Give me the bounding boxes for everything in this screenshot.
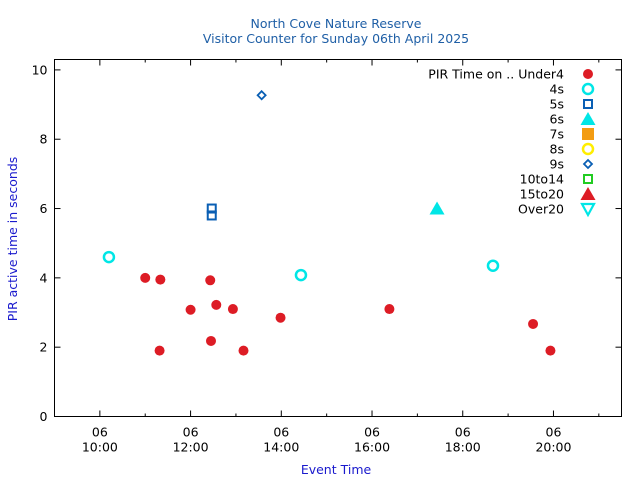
x-tick-label-time: 16:00 xyxy=(354,440,390,455)
legend-marker xyxy=(580,187,596,200)
x-tick-label-time: 14:00 xyxy=(263,440,299,455)
legend-label: PIR Time on .. Under4 xyxy=(428,67,564,82)
data-point xyxy=(429,201,445,215)
chart-subtitle: Visitor Counter for Sunday 06th April 20… xyxy=(203,31,469,46)
legend-label: 8s xyxy=(550,142,564,157)
data-point xyxy=(384,304,395,315)
data-point xyxy=(227,304,238,315)
x-tick-label-date: 06 xyxy=(364,425,380,440)
data-point xyxy=(238,345,249,356)
data-point xyxy=(528,318,539,329)
legend-label: 10to14 xyxy=(520,172,564,187)
legend: PIR Time on .. Under44s5s6s7s8s9s10to141… xyxy=(428,67,596,218)
legend-label: 9s xyxy=(550,157,564,172)
x-tick-label-date: 06 xyxy=(546,425,562,440)
y-tick-label: 0 xyxy=(40,409,48,424)
legend-label: 5s xyxy=(550,97,564,112)
data-point xyxy=(545,345,556,356)
legend-marker xyxy=(582,158,594,170)
y-tick-label: 4 xyxy=(40,270,48,285)
data-point xyxy=(154,345,165,356)
chart-title: North Cove Nature Reserve xyxy=(251,16,422,31)
data-point xyxy=(140,272,151,283)
data-point xyxy=(205,335,216,346)
x-tick-label-date: 06 xyxy=(455,425,471,440)
legend-marker xyxy=(580,112,596,125)
legend-marker xyxy=(581,82,595,96)
legend-marker xyxy=(583,99,593,109)
y-tick-label: 10 xyxy=(32,62,48,77)
data-point xyxy=(205,275,216,286)
x-tick-label-time: 10:00 xyxy=(82,440,118,455)
x-tick-label-time: 18:00 xyxy=(445,440,481,455)
legend-marker xyxy=(583,174,593,184)
x-axis-label: Event Time xyxy=(301,462,372,477)
legend-marker xyxy=(581,142,595,156)
legend-label: 15to20 xyxy=(520,187,564,202)
data-point xyxy=(294,268,308,282)
legend-label: Over20 xyxy=(518,202,564,217)
data-point xyxy=(486,259,500,272)
legend-marker xyxy=(582,128,594,140)
legend-marker xyxy=(583,69,593,79)
legend-label: 6s xyxy=(550,112,564,127)
data-point xyxy=(185,304,196,315)
data-point xyxy=(155,274,166,285)
y-tick-label: 6 xyxy=(40,201,48,216)
x-tick-label-date: 06 xyxy=(273,425,289,440)
data-point xyxy=(206,210,217,221)
legend-marker xyxy=(580,202,596,218)
data-point xyxy=(256,89,267,101)
data-point xyxy=(275,312,286,323)
legend-label: 7s xyxy=(550,127,564,142)
data-point xyxy=(102,250,116,264)
y-tick-label: 2 xyxy=(40,340,48,355)
x-tick-label-date: 06 xyxy=(92,425,108,440)
data-point xyxy=(206,203,217,214)
y-tick-label: 8 xyxy=(40,132,48,147)
x-tick-label-date: 06 xyxy=(183,425,199,440)
plot-frame xyxy=(54,59,622,417)
y-axis-label: PIR active time in seconds xyxy=(5,157,20,322)
x-tick-label-time: 20:00 xyxy=(535,440,571,455)
legend-label: 4s xyxy=(550,82,564,97)
data-points xyxy=(102,89,556,356)
data-point xyxy=(211,299,222,310)
axes: 02468100610:000612:000614:000616:000618:… xyxy=(32,59,622,455)
x-tick-label-time: 12:00 xyxy=(173,440,209,455)
